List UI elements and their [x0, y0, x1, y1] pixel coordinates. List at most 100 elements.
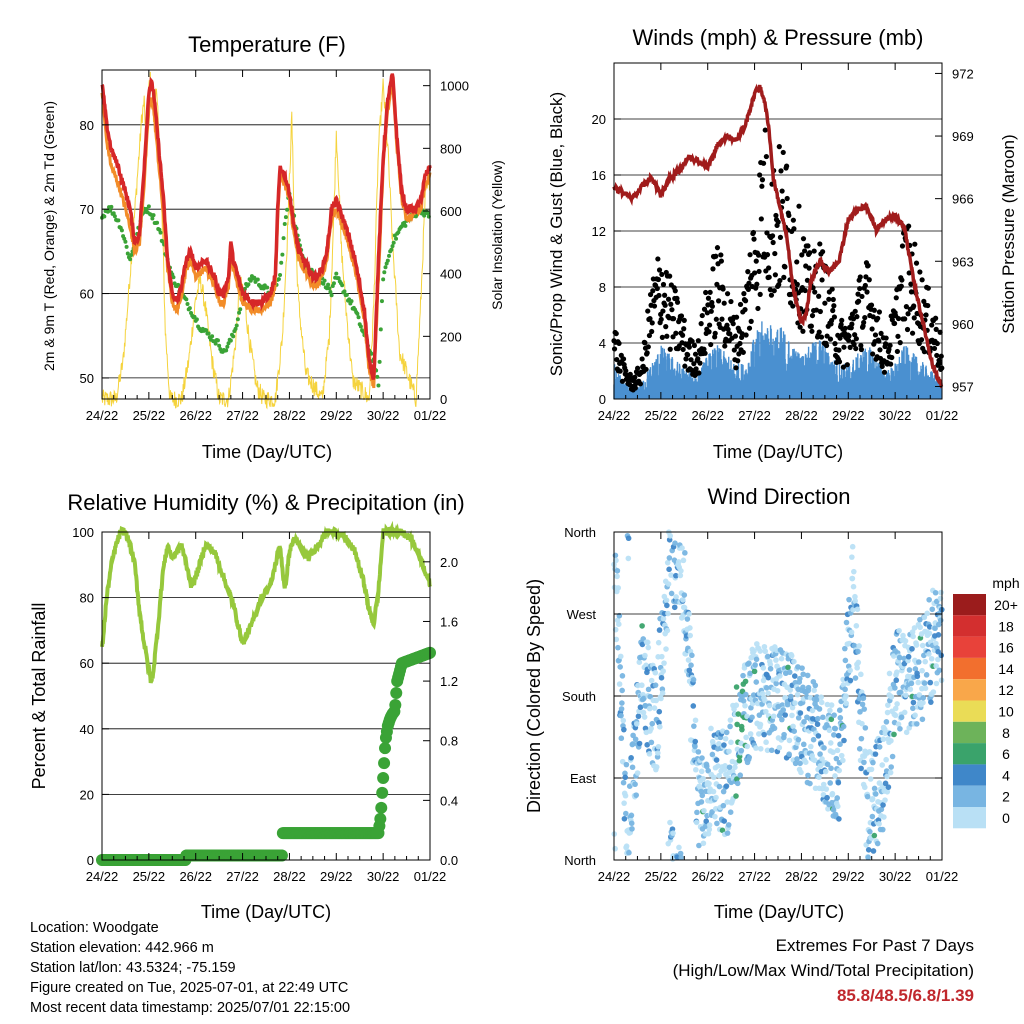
direction-point	[615, 621, 622, 627]
direction-point	[833, 755, 840, 762]
direction-point	[856, 643, 862, 649]
gust-point	[840, 364, 847, 370]
dewpoint-point	[336, 276, 341, 281]
winds-xlabel: Time (Day/UTC)	[713, 442, 843, 462]
gust-point	[672, 288, 678, 294]
direction-point	[824, 761, 831, 768]
gust-point	[808, 323, 814, 329]
gust-point	[799, 252, 805, 258]
gust-point	[698, 321, 704, 327]
y-tick-label-left: 100	[72, 525, 94, 540]
direction-point	[827, 740, 834, 746]
dewpoint-point	[225, 344, 230, 349]
direction-point	[761, 643, 768, 650]
gust-point	[772, 272, 778, 278]
dewpoint-point	[349, 299, 354, 304]
gust-point	[864, 289, 870, 295]
direction-point	[727, 809, 734, 816]
gust-point	[903, 304, 909, 310]
gust-point	[682, 363, 688, 369]
direction-point	[926, 624, 933, 630]
direction-point	[696, 842, 702, 849]
dewpoint-point	[369, 351, 374, 356]
gust-point	[686, 344, 692, 350]
direction-point	[867, 828, 873, 835]
direction-point	[703, 763, 710, 770]
direction-point	[825, 806, 831, 812]
direction-point	[850, 606, 856, 613]
direction-point	[670, 830, 676, 836]
gust-point	[763, 153, 769, 160]
gust-point	[660, 281, 667, 288]
direction-point	[797, 760, 803, 767]
gust-point	[936, 360, 943, 366]
y-tick-label-left: 80	[80, 591, 94, 606]
direction-point	[680, 557, 687, 564]
humidity-xlabel: Time (Day/UTC)	[201, 902, 331, 922]
gust-point	[678, 313, 685, 319]
gust-point	[701, 346, 707, 352]
solar-line	[101, 71, 431, 410]
direction-point	[913, 642, 920, 648]
direction-point	[724, 830, 731, 836]
direction-xlabel: Time (Day/UTC)	[714, 902, 844, 922]
dewpoint-point	[171, 275, 176, 280]
y-tick-label-left: 0	[599, 392, 606, 407]
gust-point	[737, 301, 744, 308]
dewpoint-point	[224, 348, 229, 353]
direction-point	[814, 694, 820, 700]
gust-point	[656, 267, 663, 273]
direction-point	[814, 721, 821, 728]
colorbar-label: 12	[998, 682, 1014, 698]
direction-point	[826, 727, 833, 734]
direction-point	[788, 652, 795, 659]
dewpoint-point	[403, 223, 408, 228]
temperature-ylabel-right: Solar Insolation (Yellow)	[489, 160, 505, 310]
colorbar-label: 10	[998, 704, 1014, 720]
direction-point	[612, 845, 618, 852]
direction-point	[618, 735, 625, 742]
gust-point	[829, 317, 835, 324]
x-tick-label: 27/22	[738, 408, 771, 423]
direction-point	[834, 795, 841, 801]
gust-point	[894, 348, 900, 355]
direction-point	[782, 712, 789, 718]
direction-point	[615, 585, 622, 591]
direction-point	[836, 767, 842, 774]
direction-point	[746, 754, 753, 761]
direction-point	[632, 781, 638, 788]
direction-point	[784, 701, 791, 708]
direction-point	[832, 725, 839, 732]
gust-point	[704, 310, 710, 316]
direction-point	[710, 788, 717, 795]
direction-point	[682, 550, 688, 556]
rain-point	[275, 849, 288, 862]
gust-point	[665, 296, 672, 302]
gust-point	[769, 233, 776, 239]
dewpoint-point	[281, 236, 286, 241]
gust-point	[709, 303, 716, 309]
gust-point	[913, 260, 920, 266]
y-tick-label-left: 60	[80, 656, 94, 671]
direction-point	[923, 672, 930, 678]
station-latlon: Station lat/lon: 43.5324; -75.159	[30, 960, 236, 976]
direction-point	[706, 826, 713, 833]
direction-point	[896, 654, 903, 661]
gust-point	[883, 335, 889, 341]
x-tick-label: 30/22	[367, 408, 400, 423]
direction-point	[919, 642, 926, 649]
gust-point	[866, 277, 872, 283]
gust-point	[817, 308, 823, 315]
direction-point	[911, 625, 918, 631]
direction-point	[913, 721, 920, 727]
gust-point	[876, 309, 882, 315]
gust-point	[911, 315, 917, 321]
y-tick-label-right: 800	[440, 141, 462, 156]
gust-point	[863, 274, 869, 280]
gust-point	[797, 324, 803, 330]
gust-point	[937, 329, 943, 335]
direction-point	[855, 648, 861, 655]
gust-point	[747, 252, 753, 258]
direction-point	[869, 796, 876, 802]
direction-point	[655, 639, 662, 646]
